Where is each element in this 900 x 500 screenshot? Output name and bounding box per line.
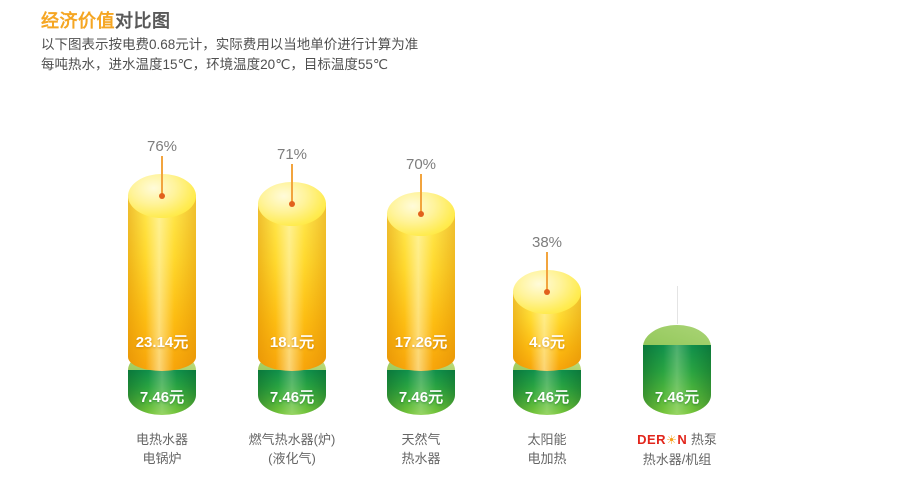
brand-sun-icon: ☀	[666, 433, 678, 447]
price-label-green: 7.46元	[654, 389, 700, 406]
percent-callout-line	[291, 164, 293, 203]
brand-suffix-text: 热泵	[687, 432, 717, 447]
yellow-cylinder-body	[258, 203, 326, 371]
brand-logo-text: N	[677, 432, 688, 447]
category-label-line1: 太阳能	[527, 432, 567, 447]
yellow-cylinder-body	[387, 213, 455, 371]
price-label-yellow: 17.26元	[394, 334, 448, 351]
category-label: 太阳能 电加热	[462, 430, 632, 468]
price-label-yellow: 23.14元	[135, 334, 189, 351]
category-label-line2: 电锅炉	[142, 451, 182, 466]
percent-callout-dot	[289, 201, 295, 207]
category-label-line1: 天然气	[401, 432, 441, 447]
category-label: 电热水器 电锅炉	[77, 430, 247, 468]
green-cylinder-body	[513, 370, 581, 415]
green-cylinder-body	[387, 370, 455, 415]
page-title-highlight: 经济价值	[41, 11, 115, 31]
cylinder-yellow-segment	[258, 182, 326, 371]
cylinder-green-segment	[643, 325, 711, 415]
category-label: 天然气 热水器	[336, 430, 506, 468]
category-label: 燃气热水器(炉) (液化气)	[207, 430, 377, 468]
green-cylinder-body	[643, 345, 711, 415]
subtitle-line-1: 以下图表示按电费0.68元计，实际费用以当地单价进行计算为准	[41, 37, 419, 52]
price-label-yellow: 4.6元	[529, 334, 565, 351]
price-label-green: 7.46元	[139, 389, 185, 406]
category-label-line2: (液化气)	[268, 451, 316, 466]
category-label-line1: 电热水器	[135, 432, 188, 447]
percent-callout-line	[420, 174, 422, 213]
percent-label: 70%	[405, 156, 437, 173]
category-label-line2: 热水器	[401, 451, 441, 466]
yellow-cylinder-body	[128, 195, 196, 371]
percent-label: 76%	[146, 138, 178, 155]
percent-label: 38%	[531, 234, 563, 251]
price-label-green: 7.46元	[524, 389, 570, 406]
green-cylinder-body	[128, 370, 196, 415]
percent-callout-dot	[159, 193, 165, 199]
category-label-line2: 热水器/机组	[642, 452, 712, 467]
percent-callout-dot	[418, 211, 424, 217]
price-label-green: 7.46元	[398, 389, 444, 406]
brand-logo-text: DER	[637, 432, 667, 447]
category-label-line2: 电加热	[527, 451, 567, 466]
category-label: DER☀N 热泵热水器/机组	[592, 430, 762, 469]
faint-callout-line	[676, 286, 678, 324]
subtitle-line-2: 每吨热水，进水温度15℃，环境温度20℃，目标温度55℃	[41, 57, 389, 72]
green-cylinder-body	[258, 370, 326, 415]
percent-callout-line	[161, 156, 163, 195]
page-title-rest: 对比图	[115, 11, 171, 31]
percent-label: 71%	[276, 146, 308, 163]
percent-callout-dot	[544, 289, 550, 295]
category-label-line1: DER☀N 热泵	[592, 430, 762, 450]
category-label-line1: 燃气热水器(炉)	[248, 432, 336, 447]
percent-callout-line	[546, 252, 548, 291]
price-label-green: 7.46元	[269, 389, 315, 406]
page-title: 经济价值对比图	[41, 7, 171, 33]
price-label-yellow: 18.1元	[269, 334, 315, 351]
